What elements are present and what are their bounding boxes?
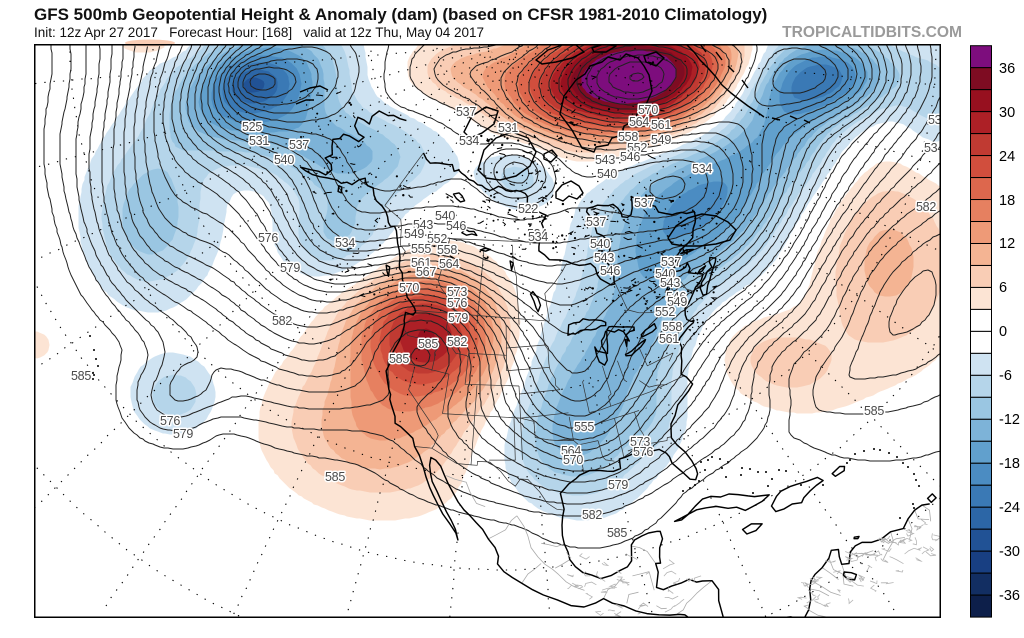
svg-text:558: 558 <box>662 320 682 334</box>
svg-text:546: 546 <box>600 264 620 278</box>
svg-text:573: 573 <box>447 285 467 299</box>
svg-text:540: 540 <box>435 209 455 223</box>
svg-text:537: 537 <box>634 196 654 210</box>
svg-text:540: 540 <box>597 167 617 181</box>
svg-text:549: 549 <box>667 295 687 309</box>
svg-text:585: 585 <box>864 404 884 418</box>
svg-text:537: 537 <box>586 215 606 229</box>
svg-text:543: 543 <box>660 276 680 290</box>
svg-text:540: 540 <box>655 267 675 281</box>
svg-text:-36: -36 <box>999 588 1020 604</box>
svg-text:TROPICALTIDBITS.COM: TROPICALTIDBITS.COM <box>782 24 962 41</box>
svg-text:564: 564 <box>439 257 459 271</box>
svg-text:570: 570 <box>399 281 419 295</box>
svg-text:546: 546 <box>666 290 686 304</box>
svg-text:552: 552 <box>427 232 447 246</box>
svg-text:543: 543 <box>595 153 615 167</box>
svg-text:6: 6 <box>999 280 1007 296</box>
svg-text:522: 522 <box>518 202 538 216</box>
svg-text:570: 570 <box>638 103 658 117</box>
svg-text:531: 531 <box>498 121 518 135</box>
svg-text:24: 24 <box>999 149 1015 165</box>
svg-text:561: 561 <box>651 118 671 132</box>
svg-text:534: 534 <box>924 141 944 155</box>
svg-text:552: 552 <box>627 141 647 155</box>
svg-text:543: 543 <box>594 251 614 265</box>
svg-text:576: 576 <box>258 231 278 245</box>
svg-text:585: 585 <box>418 337 438 351</box>
svg-text:573: 573 <box>630 435 650 449</box>
svg-text:-12: -12 <box>999 412 1020 428</box>
svg-text:579: 579 <box>448 311 468 325</box>
svg-text:537: 537 <box>928 113 948 127</box>
svg-text:525: 525 <box>242 120 262 134</box>
svg-text:558: 558 <box>618 130 638 144</box>
svg-text:546: 546 <box>446 219 466 233</box>
svg-text:552: 552 <box>655 305 675 319</box>
svg-text:576: 576 <box>633 445 653 459</box>
svg-text:564: 564 <box>629 115 649 129</box>
svg-text:-18: -18 <box>999 456 1020 472</box>
svg-text:Init: 12z Apr 27 2017 Foreca: Init: 12z Apr 27 2017 Forecast Hour: [16… <box>34 25 484 40</box>
svg-text:555: 555 <box>411 242 431 256</box>
svg-text:549: 549 <box>404 227 424 241</box>
svg-text:534: 534 <box>692 162 712 176</box>
svg-text:534: 534 <box>335 236 355 250</box>
svg-text:GFS 500mb Geopotential Height: GFS 500mb Geopotential Height & Anomaly … <box>34 5 767 24</box>
svg-text:567: 567 <box>416 265 436 279</box>
svg-text:-6: -6 <box>999 368 1012 384</box>
svg-text:570: 570 <box>563 453 583 467</box>
svg-text:0: 0 <box>999 324 1007 340</box>
svg-text:-30: -30 <box>999 544 1020 560</box>
svg-text:534: 534 <box>527 227 547 241</box>
svg-text:549: 549 <box>651 133 671 147</box>
svg-text:555: 555 <box>574 420 594 434</box>
svg-text:537: 537 <box>456 105 476 119</box>
svg-text:582: 582 <box>447 335 467 349</box>
svg-text:534: 534 <box>528 230 548 244</box>
svg-text:534: 534 <box>459 134 479 148</box>
svg-text:540: 540 <box>590 237 610 251</box>
svg-text:585: 585 <box>71 369 91 383</box>
svg-text:585: 585 <box>607 526 627 540</box>
svg-text:582: 582 <box>272 314 292 328</box>
svg-text:561: 561 <box>659 332 679 346</box>
svg-text:537: 537 <box>289 138 309 152</box>
svg-text:543: 543 <box>413 218 433 232</box>
svg-text:564: 564 <box>561 444 581 458</box>
svg-text:585: 585 <box>389 352 409 366</box>
svg-text:561: 561 <box>411 256 431 270</box>
svg-text:-24: -24 <box>999 500 1020 516</box>
svg-text:579: 579 <box>280 261 300 275</box>
svg-text:18: 18 <box>999 193 1015 209</box>
svg-text:30: 30 <box>999 105 1015 121</box>
svg-text:546: 546 <box>620 150 640 164</box>
svg-text:579: 579 <box>608 478 628 492</box>
svg-text:582: 582 <box>582 508 602 522</box>
svg-text:576: 576 <box>160 414 180 428</box>
svg-text:531: 531 <box>249 134 269 148</box>
svg-text:579: 579 <box>173 427 193 441</box>
svg-text:540: 540 <box>274 153 294 167</box>
svg-text:558: 558 <box>437 243 457 257</box>
svg-text:36: 36 <box>999 61 1015 77</box>
svg-text:12: 12 <box>999 236 1015 252</box>
svg-text:537: 537 <box>661 255 681 269</box>
svg-text:585: 585 <box>325 470 345 484</box>
svg-text:576: 576 <box>447 296 467 310</box>
svg-text:582: 582 <box>916 200 936 214</box>
